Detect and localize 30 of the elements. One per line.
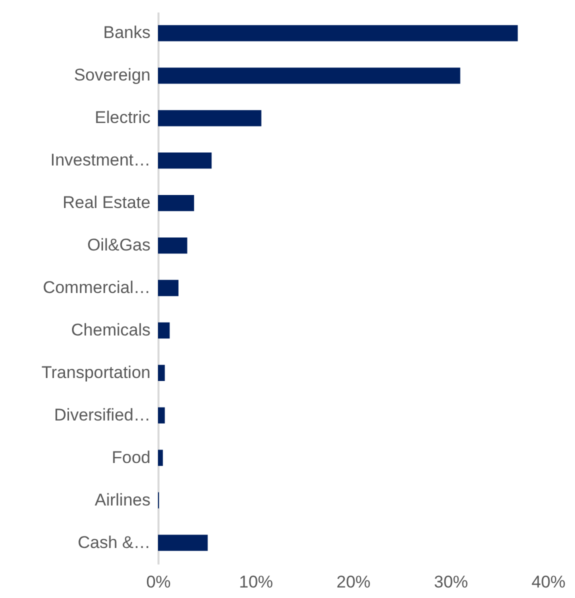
bar (158, 25, 518, 42)
y-tick-label: Electric (94, 108, 151, 128)
y-tick-label: Transportation (42, 362, 150, 382)
y-tick-label: Diversified… (54, 405, 150, 424)
y-tick-label: Chemicals (71, 320, 150, 340)
y-tick-label: Investment… (50, 150, 150, 170)
bar (158, 195, 194, 212)
bar (158, 322, 170, 339)
y-tick-label: Food (112, 448, 150, 467)
bar (158, 407, 165, 424)
bar (158, 364, 165, 381)
y-tick-label: Banks (103, 23, 150, 42)
x-tick-label: 30% (434, 572, 468, 592)
bar (158, 68, 460, 84)
bar (158, 450, 163, 466)
bar (158, 534, 208, 551)
bar (158, 110, 262, 126)
y-tick-label: Oil&Gas (87, 236, 150, 255)
y-tick-label: Commercial… (42, 278, 150, 297)
bar (158, 152, 212, 169)
bar (158, 237, 188, 254)
y-tick-label: Cash &… (78, 532, 150, 552)
bar (158, 280, 178, 296)
x-tick-label: 40% (531, 572, 566, 592)
x-tick-label: 10% (238, 572, 274, 592)
x-tick-label: 0% (146, 572, 171, 592)
y-tick-label: Sovereign (74, 66, 150, 85)
y-tick-label: Real Estate (62, 193, 150, 212)
y-tick-label: Airlines (94, 490, 150, 510)
x-tick-label: 20% (336, 572, 371, 592)
